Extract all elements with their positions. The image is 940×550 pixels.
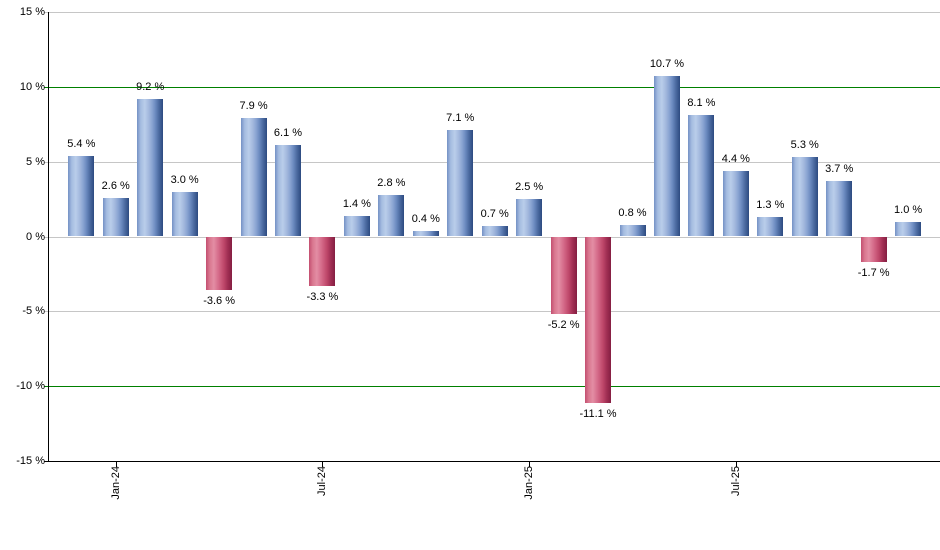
x-axis-tick-label: Jan-24 (109, 466, 122, 500)
y-axis-tick-label: 15 % (19, 6, 45, 18)
y-axis-tick-label: -5 % (22, 305, 45, 318)
bar (757, 217, 784, 237)
bar (206, 236, 233, 291)
bar (171, 191, 198, 237)
x-axis-tick-mark (735, 462, 737, 467)
bar (688, 115, 715, 237)
y-axis-tick-label: -15 % (16, 455, 45, 467)
bar (895, 221, 922, 237)
x-axis-tick-label: Jul-25 (729, 466, 742, 496)
bar-value-label: 9.2 % (136, 80, 165, 93)
bar (826, 181, 853, 237)
bar-value-label: 7.9 % (239, 100, 268, 113)
bar-value-label: 6.1 % (273, 127, 303, 140)
gridline-15pct (44, 12, 940, 13)
bar (102, 197, 129, 237)
bar-value-label: 2.6 % (101, 179, 130, 192)
bar (860, 236, 887, 262)
x-axis-tick-label: Jul-24 (316, 466, 329, 496)
bar-value-label: 2.5 % (515, 181, 544, 194)
bar-value-label: 1.3 % (756, 199, 785, 212)
bar-value-label: -3.3 % (306, 290, 339, 303)
bar (791, 157, 818, 237)
x-axis-tick-mark (529, 462, 531, 467)
bar (68, 155, 95, 237)
bar-value-label: 0.7 % (480, 208, 509, 221)
x-axis-tick-mark (115, 462, 117, 467)
bar-value-label: -11.1 % (579, 407, 617, 420)
gridline-5pct (44, 161, 940, 163)
bar (447, 130, 474, 237)
bar (343, 215, 370, 237)
bar (481, 226, 508, 237)
bar (378, 194, 405, 237)
bar-value-label: 4.4 % (721, 152, 750, 165)
x-axis-tick-label: Jan-25 (523, 466, 536, 500)
gridline-0pct (44, 236, 940, 238)
bar-value-label: 10.7 % (649, 58, 685, 71)
bar (619, 224, 646, 237)
bar-value-label: 2.8 % (377, 176, 406, 189)
bar (550, 236, 577, 315)
bar-value-label: 3.7 % (825, 163, 854, 176)
bar (653, 76, 680, 237)
bar (309, 236, 336, 286)
gridline--5pct (44, 311, 940, 313)
bar-value-label: 1.4 % (342, 197, 371, 210)
bar-value-label: 0.4 % (411, 212, 440, 225)
bar-value-label: 5.4 % (67, 137, 96, 150)
bar-value-label: -3.6 % (203, 295, 235, 308)
x-axis-tick-mark (322, 462, 324, 467)
bar (240, 118, 267, 237)
threshold-line--10pct (44, 386, 940, 388)
bar (275, 145, 301, 237)
bar (722, 170, 749, 237)
y-axis-line (48, 12, 49, 461)
y-axis-tick-label: 10 % (19, 80, 45, 93)
bar-value-label: -1.7 % (857, 266, 890, 279)
bar-value-label: 0.8 % (618, 206, 647, 219)
bar-value-label: 5.3 % (790, 139, 819, 152)
y-axis-tick-label: 0 % (26, 230, 45, 243)
bar-value-label: 8.1 % (687, 97, 716, 110)
threshold-line-10pct (44, 86, 940, 88)
bar (412, 230, 439, 237)
bar (585, 236, 612, 403)
x-axis-line (44, 461, 940, 462)
bar-value-label: -5.2 % (547, 319, 580, 332)
bar (516, 199, 543, 237)
bar-value-label: 3.0 % (170, 173, 199, 186)
y-axis-tick-label: 5 % (26, 155, 45, 168)
y-axis-tick-label: -10 % (16, 380, 45, 393)
bar (137, 98, 164, 237)
bar-value-label: 7.1 % (446, 112, 475, 125)
bar-value-label: 1.0 % (894, 203, 923, 216)
